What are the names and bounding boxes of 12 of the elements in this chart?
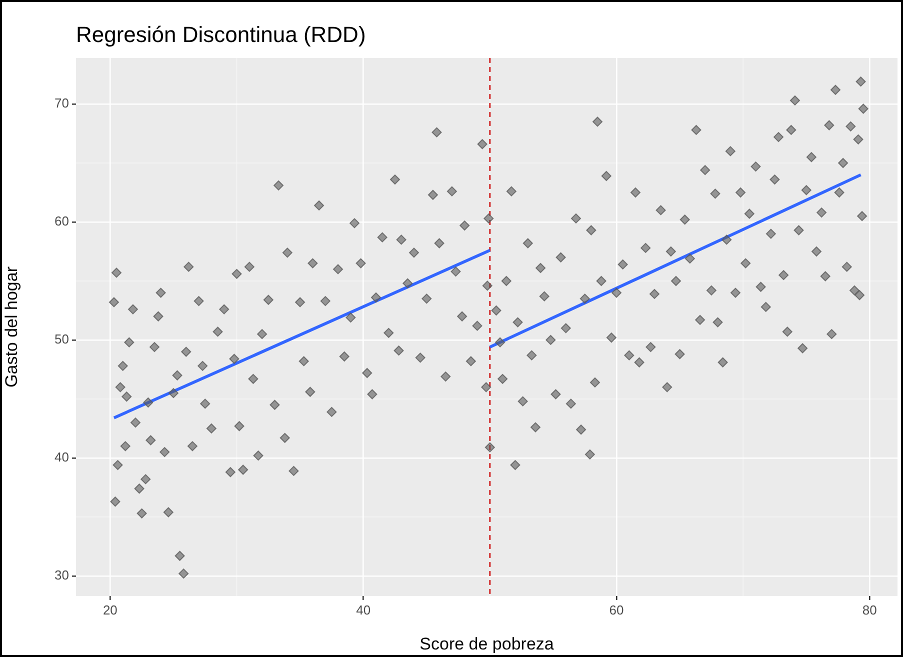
y-axis-title: Gasto del hogar bbox=[2, 266, 21, 388]
y-tick-label: 50 bbox=[54, 332, 69, 347]
x-tick-label: 80 bbox=[862, 602, 877, 618]
x-tick-label: 40 bbox=[356, 602, 371, 618]
chart-title: Regresión Discontinua (RDD) bbox=[76, 22, 366, 47]
y-tick-label: 60 bbox=[54, 214, 69, 229]
x-tick-label: 60 bbox=[609, 602, 624, 618]
x-tick-label: 20 bbox=[102, 602, 118, 618]
y-tick-label: 30 bbox=[54, 568, 69, 583]
y-tick-label: 70 bbox=[54, 96, 69, 111]
x-axis-title: Score de pobreza bbox=[420, 634, 554, 654]
y-tick-label: 40 bbox=[54, 450, 69, 465]
